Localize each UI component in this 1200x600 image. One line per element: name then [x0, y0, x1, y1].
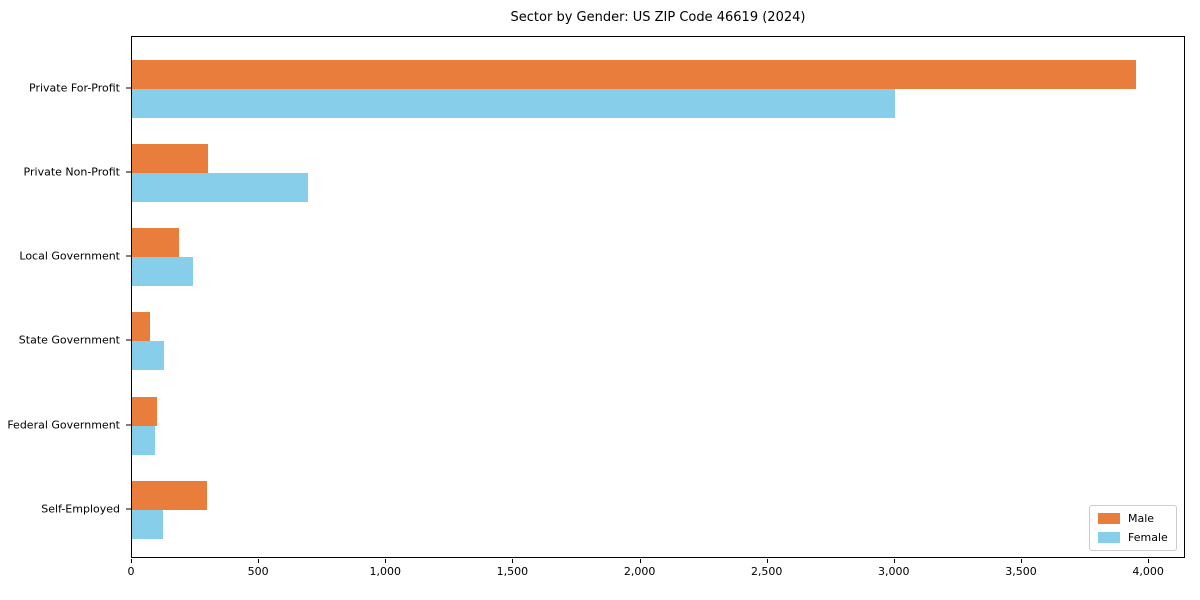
- x-tick-mark: [258, 559, 260, 563]
- legend-label: Female: [1128, 531, 1168, 544]
- x-tick-label: 0: [127, 565, 135, 578]
- bar-female-private-non-profit: [132, 172, 308, 202]
- legend-swatch-male: [1098, 513, 1120, 524]
- plot-area: Male Female: [131, 36, 1185, 558]
- bar-male-private-non-profit: [132, 143, 209, 173]
- y-tick-label: Local Government: [19, 249, 120, 263]
- x-tick-mark: [1148, 559, 1150, 563]
- y-tick-mark: [126, 87, 131, 88]
- bar-female-local-government: [132, 257, 193, 287]
- legend-swatch-female: [1098, 532, 1120, 543]
- bar-female-private-for-profit: [132, 88, 895, 118]
- legend-item-female: Female: [1098, 531, 1168, 544]
- y-tick-mark: [126, 171, 131, 173]
- x-tick-label: 2,000: [623, 565, 656, 578]
- legend-label: Male: [1128, 512, 1155, 525]
- y-tick-mark: [126, 339, 131, 341]
- y-tick-label: Private Non-Profit: [23, 165, 120, 179]
- x-tick-mark: [131, 559, 132, 563]
- bar-male-private-for-profit: [132, 59, 1137, 89]
- x-tick-mark: [385, 559, 387, 563]
- x-tick-mark: [1021, 559, 1022, 563]
- bar-female-state-government: [132, 341, 164, 371]
- bar-male-local-government: [132, 228, 179, 258]
- y-tick-mark: [126, 508, 131, 510]
- x-tick-label: 4,000: [1132, 565, 1164, 578]
- x-tick-label: 1,500: [496, 565, 529, 578]
- x-tick-label: 500: [247, 565, 269, 578]
- y-tick-label: Federal Government: [7, 418, 120, 432]
- y-tick-label: Self-Employed: [41, 502, 120, 516]
- x-tick-label: 3,000: [878, 565, 910, 578]
- legend-item-male: Male: [1098, 512, 1168, 525]
- x-tick-mark: [893, 559, 895, 563]
- x-tick-label: 1,000: [369, 565, 402, 578]
- x-tick-mark: [512, 559, 514, 563]
- bar-female-federal-government: [132, 425, 155, 455]
- y-tick-mark: [126, 255, 131, 257]
- bar-male-self-employed: [132, 481, 207, 510]
- legend: Male Female: [1089, 505, 1177, 551]
- x-tick-mark: [639, 559, 641, 563]
- x-tick-label: 3,500: [1005, 565, 1037, 578]
- bar-male-state-government: [132, 312, 150, 342]
- x-tick-mark: [766, 559, 768, 563]
- y-axis-labels: Private For-Profit Private Non-Profit Loca…: [0, 0, 126, 600]
- bar-female-self-employed: [132, 510, 163, 539]
- y-tick-label: State Government: [18, 333, 120, 347]
- chart-title: Sector by Gender: US ZIP Code 46619 (202…: [510, 10, 806, 25]
- x-tick-label: 2,500: [750, 565, 783, 578]
- y-tick-mark: [126, 424, 131, 426]
- y-tick-label: Private For-Profit: [29, 81, 120, 94]
- bar-male-federal-government: [132, 396, 158, 426]
